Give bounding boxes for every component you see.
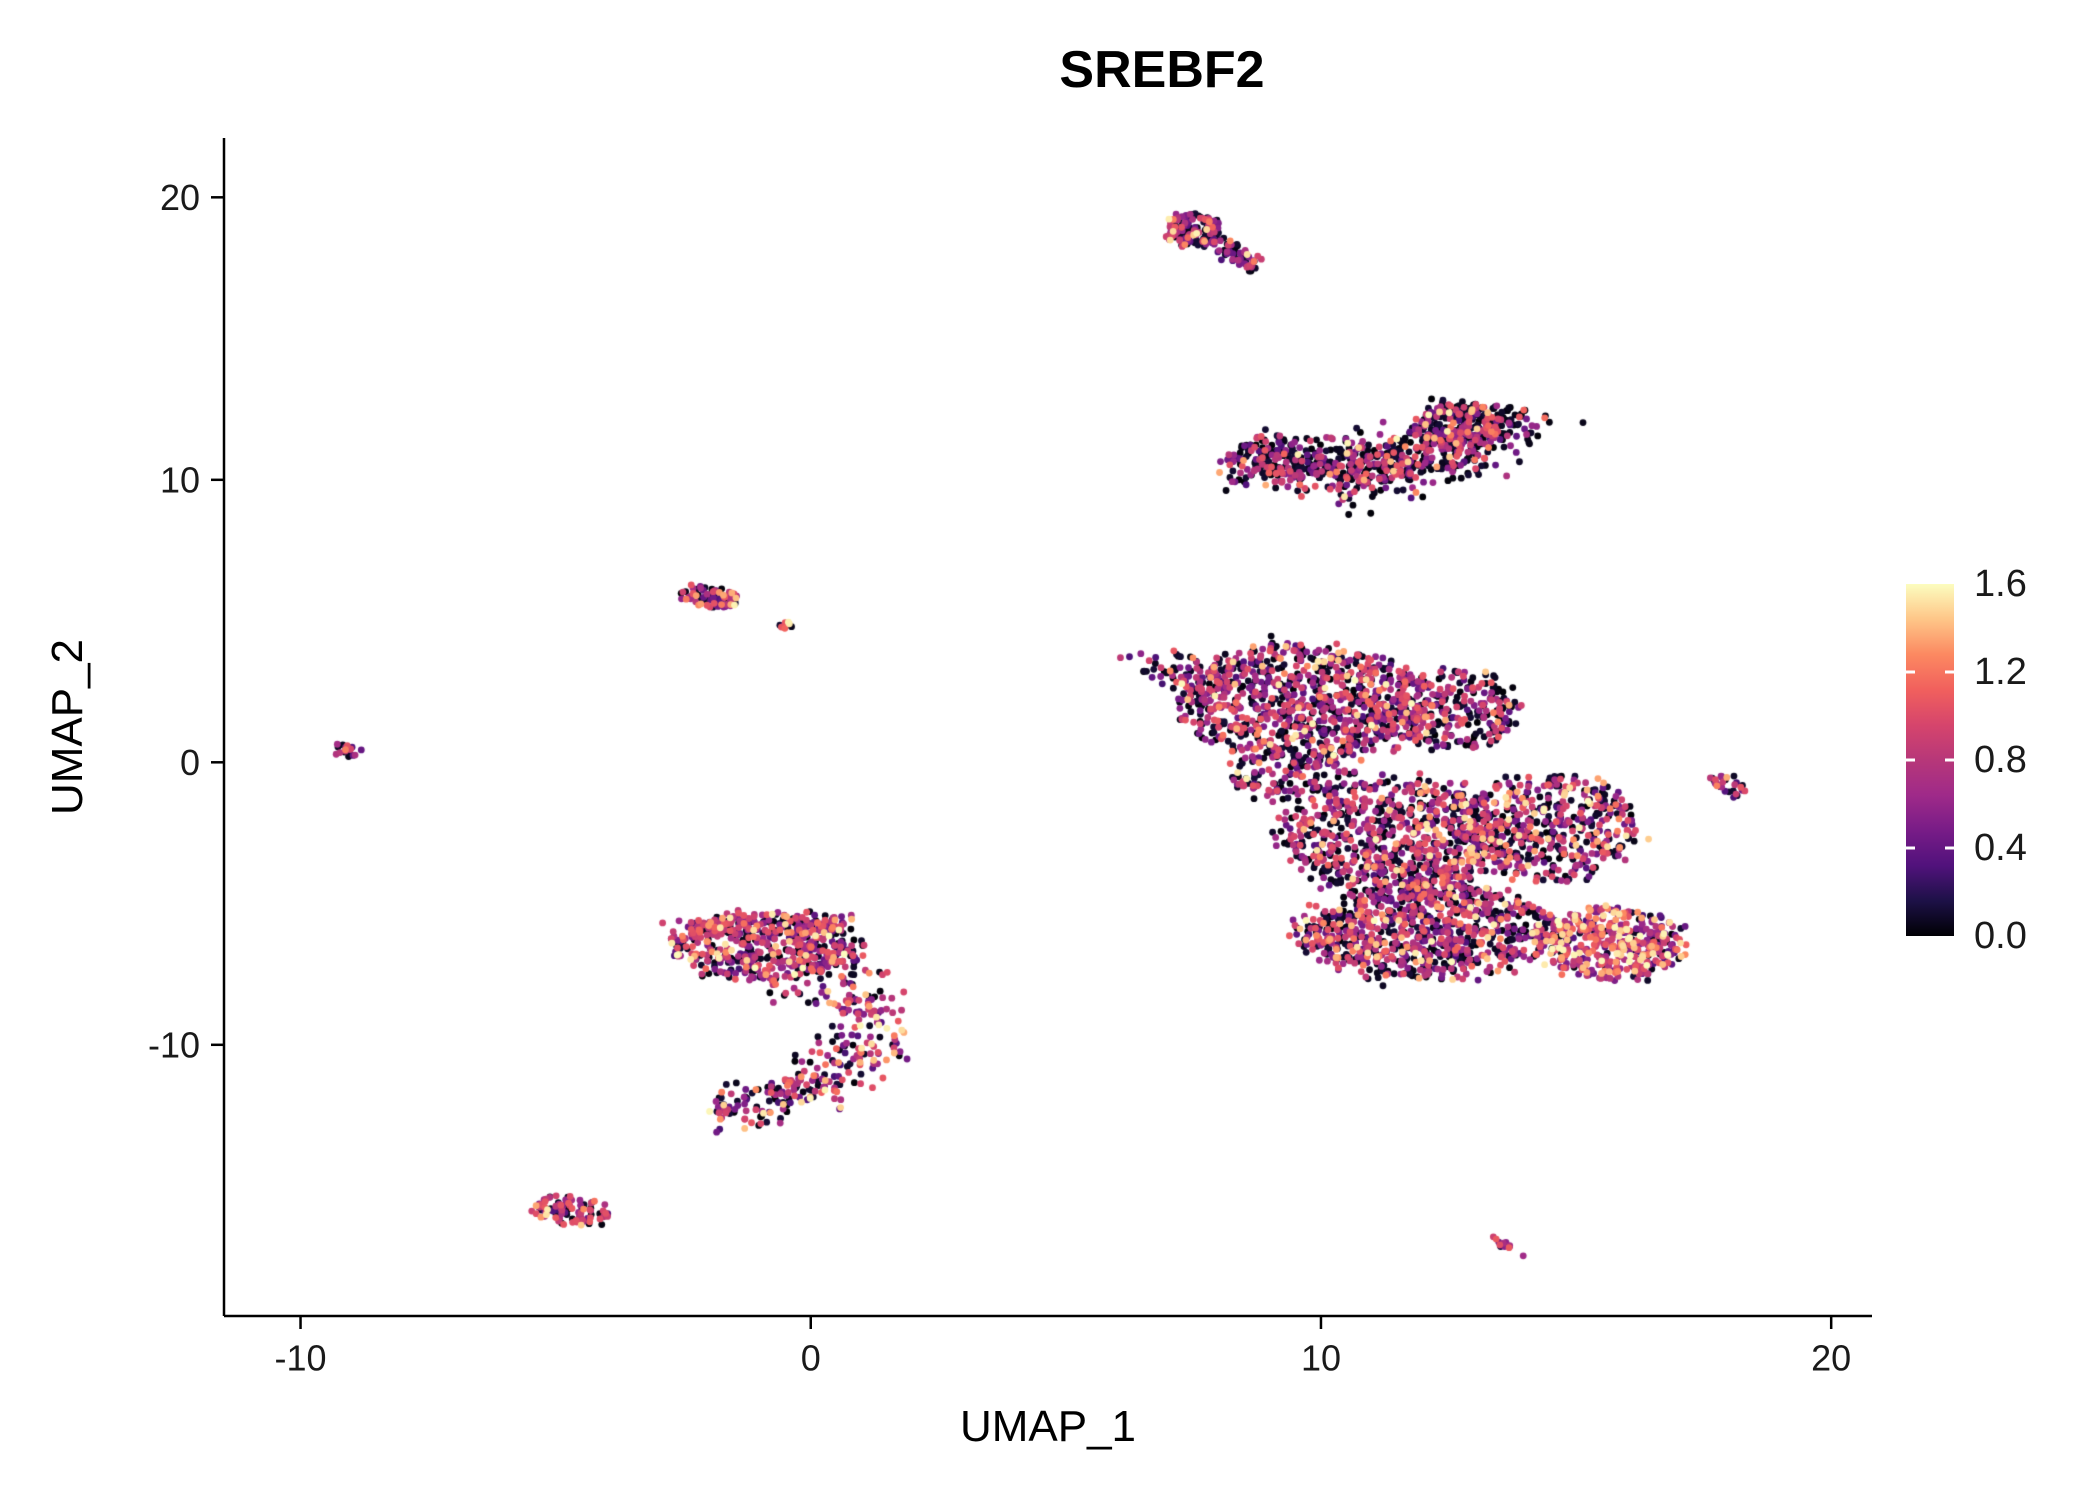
colorbar-tick-label: 0.0 [1974,915,2027,957]
colorbar-tick-label: 0.4 [1974,827,2027,869]
x-axis-title: UMAP_1 [959,1402,1137,1451]
x-tick-label: 10 [1301,1337,1341,1378]
colorbar-tick-label: 1.2 [1974,651,2027,693]
x-tick-label: 0 [801,1337,821,1378]
colorbar-tick-label: 0.8 [1974,739,2027,781]
plot-title: SREBF2 [1059,41,1265,99]
y-tick-label: -10 [148,1024,200,1065]
x-tick-label: 20 [1811,1337,1851,1378]
y-tick-label: 10 [160,459,200,500]
x-tick-label: -10 [275,1337,327,1378]
colorbar-tick-label: 1.6 [1974,563,2027,605]
y-axis-title: UMAP_2 [43,638,92,816]
y-tick-label: 0 [180,742,200,783]
y-tick-label: 20 [160,177,200,218]
